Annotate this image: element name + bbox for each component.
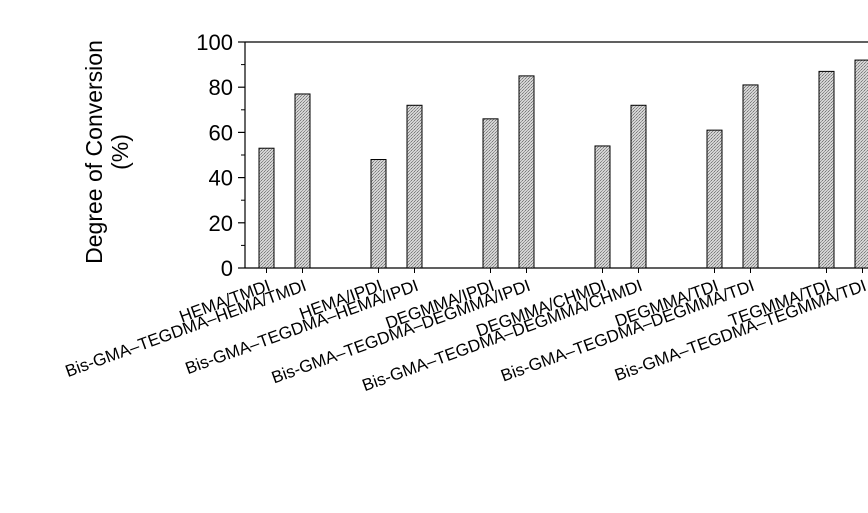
bar xyxy=(630,104,647,269)
bar xyxy=(818,70,835,269)
bar xyxy=(294,93,311,269)
y-tick-label: 0 xyxy=(221,256,233,281)
bar xyxy=(742,84,759,269)
bar xyxy=(482,118,499,269)
y-axis-title: Degree of Conversion (%) xyxy=(81,40,133,264)
bar xyxy=(706,129,723,269)
bar xyxy=(370,159,387,269)
y-tick-label: 40 xyxy=(209,166,233,191)
y-tick-label: 80 xyxy=(209,75,233,100)
y-tick-label: 20 xyxy=(209,211,233,236)
y-tick-label: 60 xyxy=(209,120,233,145)
y-axis-title-line1: Degree of Conversion xyxy=(81,40,107,264)
bars-group xyxy=(258,59,868,273)
bar xyxy=(854,59,868,269)
y-tick-label: 100 xyxy=(196,30,233,55)
y-axis-title-line2: (%) xyxy=(107,134,133,170)
bar xyxy=(594,145,611,269)
y-axis-ticks: 0 20 40 60 80 100 xyxy=(196,30,245,281)
bar xyxy=(258,147,275,269)
x-axis-labels: HEMA/TMDIBis-GMA–TEGDMA–HEMA/TMDIHEMA/IP… xyxy=(63,276,868,395)
plot-area xyxy=(244,41,868,269)
bar xyxy=(406,104,423,269)
bar xyxy=(518,75,535,269)
